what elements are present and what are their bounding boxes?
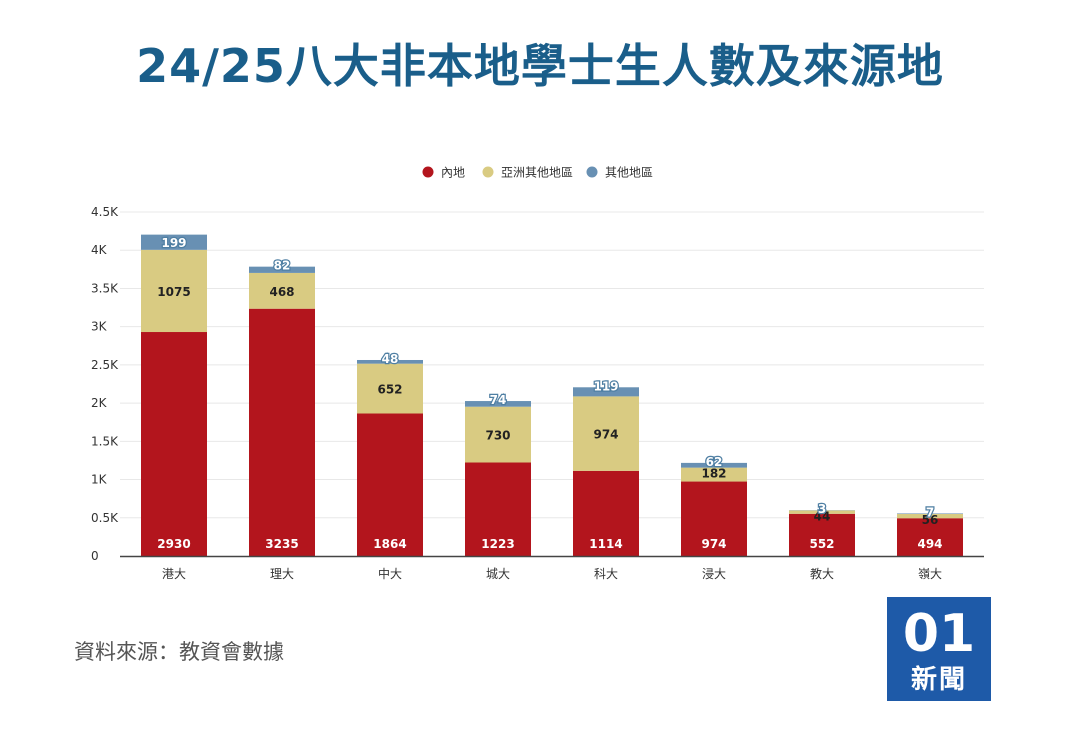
hk01-logo: 01 新聞 bbox=[887, 597, 991, 701]
data-label: 494 bbox=[917, 537, 942, 551]
x-tick-label: 城大 bbox=[486, 567, 510, 581]
legend-label-1: 內地 bbox=[441, 166, 465, 180]
logo-name: 新聞 bbox=[910, 665, 967, 695]
x-tick-label: 港大 bbox=[162, 567, 186, 581]
bar-group: 1223 730 74 bbox=[465, 392, 531, 556]
y-tick-label: 0 bbox=[91, 549, 99, 563]
bar-segment bbox=[141, 249, 207, 333]
data-label: 199 bbox=[161, 236, 186, 250]
bar-group: 552 443 bbox=[789, 501, 855, 556]
y-tick-label: 2.5K bbox=[91, 358, 119, 372]
bar-group: 1114 974 119 bbox=[573, 378, 639, 556]
y-tick-label: 4.5K bbox=[91, 205, 119, 219]
data-label: 974 bbox=[701, 537, 726, 551]
data-label: 1864 bbox=[373, 537, 406, 551]
data-label: 182 bbox=[701, 467, 726, 481]
data-label: 48 bbox=[382, 352, 399, 366]
stacked-bar-chart: 內地 亞洲其他地區 其他地區 0 0.5K 1K 1.5K 2K 2.5K 3K 3.5K 4K 4.… bbox=[91, 166, 984, 581]
bar-segment bbox=[141, 332, 207, 556]
bar-segment bbox=[897, 518, 963, 556]
data-label: 44 bbox=[814, 509, 831, 523]
bar-segment bbox=[249, 266, 315, 273]
data-label: 2930 bbox=[157, 537, 190, 551]
bar-segment bbox=[681, 481, 747, 556]
bar-segment bbox=[897, 513, 963, 519]
y-tick-label: 4K bbox=[91, 243, 108, 257]
y-tick-label: 1K bbox=[91, 473, 108, 487]
bar-segment bbox=[357, 359, 423, 364]
x-axis: 港大 理大 中大 城大 科大 浸大 教大 嶺大 bbox=[120, 555, 984, 581]
bar-segment bbox=[465, 401, 531, 407]
y-tick-label: 3.5K bbox=[91, 281, 119, 295]
bar-segment bbox=[789, 510, 855, 514]
bar-group: 2930 1075 199 bbox=[141, 234, 207, 556]
bar-segment bbox=[141, 234, 207, 250]
data-label: 7 bbox=[926, 505, 934, 519]
data-label: 119 bbox=[593, 379, 618, 393]
x-tick-label: 浸大 bbox=[702, 567, 726, 581]
legend-swatch-2 bbox=[482, 166, 494, 178]
bar-segment bbox=[465, 462, 531, 556]
legend-swatch-3 bbox=[586, 166, 598, 178]
bar-group: 1864 652 48 bbox=[357, 351, 423, 556]
x-tick-label: 理大 bbox=[270, 567, 294, 581]
data-label: 74 bbox=[490, 393, 507, 407]
x-tick-label: 嶺大 bbox=[918, 567, 942, 581]
data-label: 730 bbox=[485, 429, 510, 443]
bar-group: 3235 468 82 bbox=[249, 257, 315, 556]
data-source-note: 資料來源：教資會數據 bbox=[74, 640, 284, 664]
bar-segment bbox=[249, 308, 315, 556]
y-axis: 0 0.5K 1K 1.5K 2K 2.5K 3K 3.5K 4K 4.5K bbox=[91, 205, 119, 563]
legend-swatch-1 bbox=[422, 166, 434, 178]
x-tick-label: 中大 bbox=[378, 566, 402, 581]
bar-segment bbox=[681, 462, 747, 468]
legend-label-3: 其他地區 bbox=[605, 166, 653, 180]
data-label: 62 bbox=[706, 455, 723, 469]
logo-mark-text: 01 bbox=[903, 604, 975, 661]
bar-segment bbox=[573, 396, 639, 471]
data-label: 56 bbox=[922, 513, 939, 527]
data-label: 82 bbox=[274, 259, 291, 273]
y-tick-label: 0.5K bbox=[91, 511, 119, 525]
y-tick-label: 1.5K bbox=[91, 434, 119, 448]
bar-segment bbox=[357, 363, 423, 414]
data-label: 3235 bbox=[265, 537, 298, 551]
data-label: 552 bbox=[809, 537, 834, 551]
data-label: 652 bbox=[377, 383, 402, 397]
y-tick-label: 2K bbox=[91, 396, 108, 410]
bar-segment bbox=[465, 406, 531, 463]
bar-segment bbox=[789, 513, 855, 556]
data-label: 1075 bbox=[157, 285, 190, 299]
x-tick-label: 教大 bbox=[810, 566, 834, 581]
y-tick-label: 3K bbox=[91, 320, 108, 334]
chart-title: 24/25八大非本地學士生人數及來源地 bbox=[136, 39, 944, 93]
bar-segment bbox=[573, 470, 639, 556]
x-tick-label: 科大 bbox=[594, 567, 618, 581]
bar-segment bbox=[897, 513, 963, 514]
chart-legend: 內地 亞洲其他地區 其他地區 bbox=[422, 166, 653, 180]
bar-segment bbox=[681, 467, 747, 482]
data-label: 3 bbox=[818, 502, 826, 516]
legend-label-2: 亞洲其他地區 bbox=[501, 166, 573, 180]
bar-segment bbox=[249, 272, 315, 309]
data-label: 974 bbox=[593, 428, 618, 442]
bars: 2930 1075 199 3235 468 82 1864 652 48 1223 730 74 11… bbox=[141, 234, 963, 556]
bar-segment bbox=[573, 387, 639, 397]
bar-segment bbox=[357, 413, 423, 556]
logo-01-mark: 01 bbox=[903, 604, 975, 664]
bar-group: 494 567 bbox=[897, 504, 963, 556]
data-label: 1114 bbox=[589, 537, 622, 551]
data-label: 1223 bbox=[481, 537, 514, 551]
data-label: 468 bbox=[269, 285, 294, 299]
